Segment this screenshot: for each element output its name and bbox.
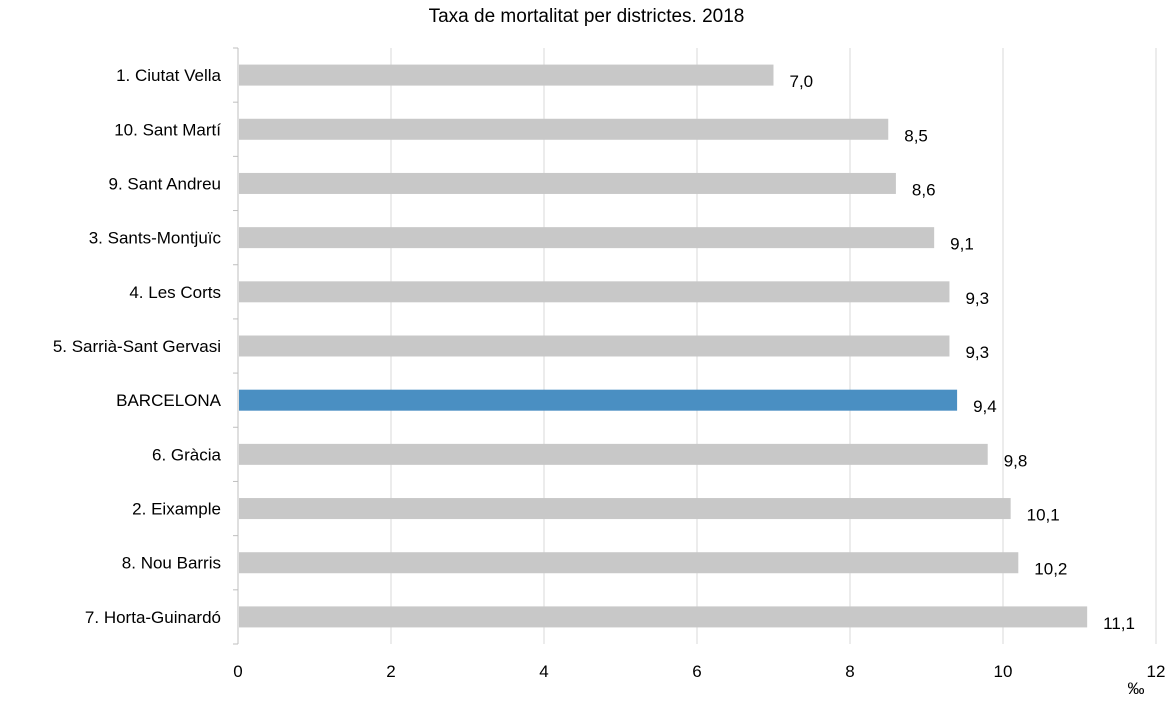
category-label: 3. Sants-Montjuïc: [89, 229, 222, 248]
data-label: 10,1: [1027, 506, 1060, 525]
axis-layer: 0 2 4 6 8 10 12: [233, 47, 1166, 681]
label-layer: 1. Ciutat Vella 7,0 10. Sant Martí 8,5 9. Sa…: [53, 66, 1135, 633]
x-tick-label: 8: [845, 662, 854, 681]
bar: [239, 389, 958, 411]
x-tick-label: 2: [386, 662, 395, 681]
bar: [239, 64, 774, 86]
category-label: 4. Les Corts: [129, 283, 221, 302]
x-axis-unit-label: ‰: [1128, 679, 1145, 698]
x-tick-label: 0: [233, 662, 242, 681]
category-label: 7. Horta-Guinardó: [85, 608, 221, 627]
category-label: 6. Gràcia: [152, 445, 222, 464]
x-tick-label: 12: [1147, 662, 1166, 681]
data-label: 10,2: [1034, 560, 1067, 579]
data-label: 7,0: [790, 72, 814, 91]
data-label: 8,6: [912, 180, 936, 199]
category-label: BARCELONA: [116, 391, 222, 410]
data-label: 9,3: [965, 289, 989, 308]
bar: [239, 498, 1011, 520]
category-label: 10. Sant Martí: [114, 120, 221, 139]
data-label: 8,5: [904, 126, 928, 145]
bar: [239, 335, 950, 357]
category-label: 5. Sarrià-Sant Gervasi: [53, 337, 221, 356]
bar: [239, 552, 1019, 574]
data-label: 9,3: [965, 343, 989, 362]
bar: [239, 172, 896, 194]
data-label: 9,8: [1004, 451, 1028, 470]
category-label: 9. Sant Andreu: [109, 174, 221, 193]
data-label: 9,1: [950, 235, 974, 254]
category-label: 2. Eixample: [132, 500, 221, 519]
data-label: 9,4: [973, 397, 997, 416]
chart-title: Taxa de mortalitat per districtes. 2018: [428, 6, 745, 27]
category-label: 8. Nou Barris: [122, 554, 221, 573]
bar: [239, 227, 935, 249]
data-label: 11,1: [1103, 614, 1135, 633]
x-tick-label: 6: [692, 662, 701, 681]
bar: [239, 281, 950, 303]
x-tick-label: 4: [539, 662, 548, 681]
bar-layer: [239, 64, 1088, 628]
x-tick-label: 10: [994, 662, 1013, 681]
bar: [239, 443, 988, 465]
bar: [239, 118, 889, 140]
bar: [239, 606, 1088, 628]
category-label: 1. Ciutat Vella: [116, 66, 221, 85]
